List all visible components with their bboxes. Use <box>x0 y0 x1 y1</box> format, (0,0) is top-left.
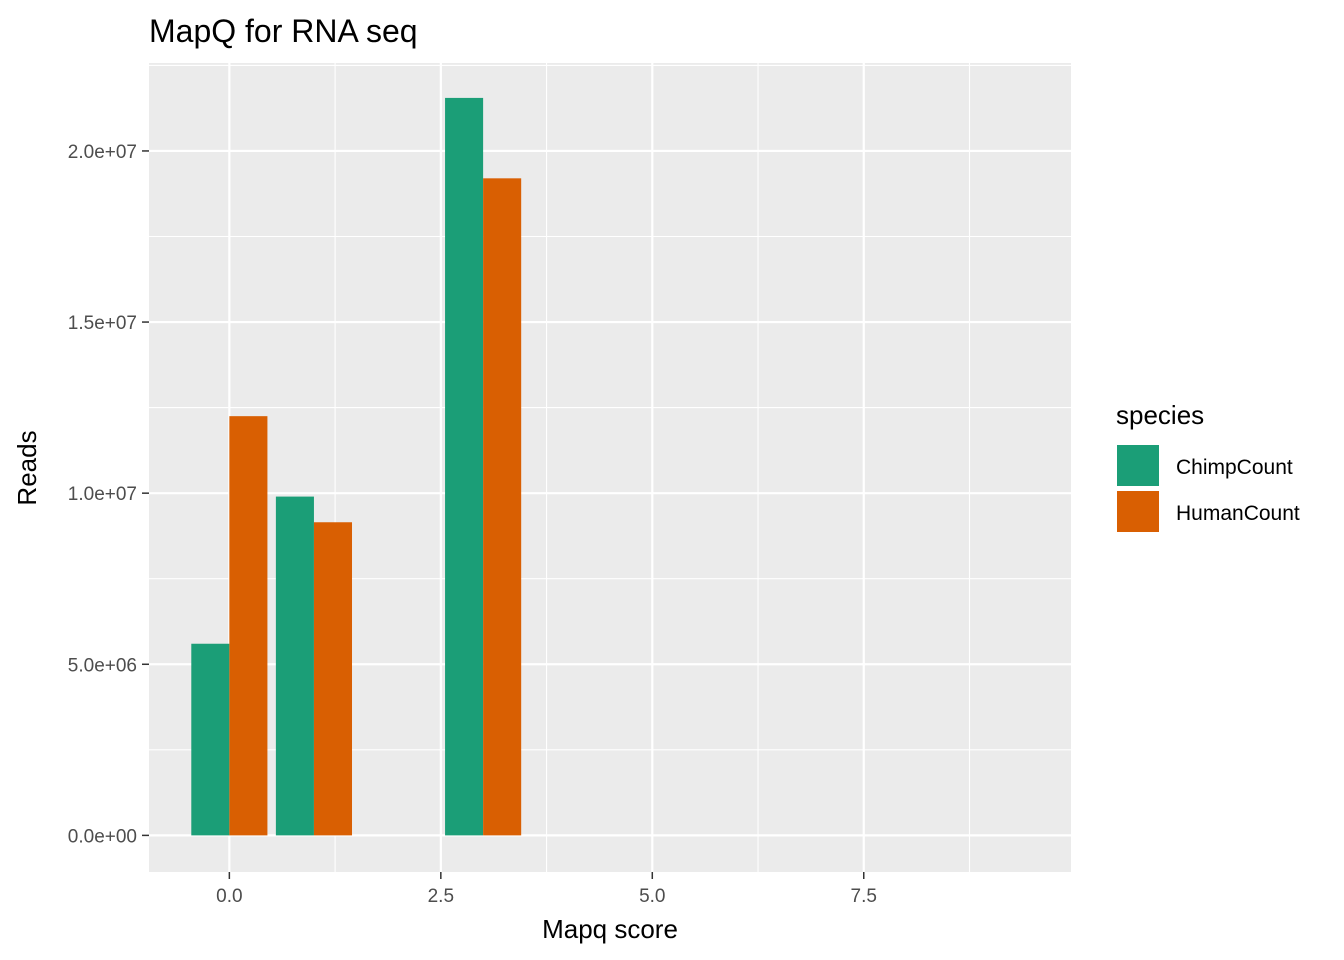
minor-gridlines <box>149 63 1071 872</box>
bar-humancount-3 <box>483 178 522 836</box>
chart-title: MapQ for RNA seq <box>149 13 418 49</box>
bar-chimpcount-3 <box>445 97 484 836</box>
x-tick-label: 0.0 <box>216 886 242 907</box>
x-axis: 0.0 2.5 5.0 7.5 <box>216 872 877 907</box>
y-tick-label: 1.0e+07 <box>68 484 137 505</box>
bar-humancount-0 <box>229 416 268 836</box>
y-tick-label: 1.5e+07 <box>68 313 137 334</box>
x-tick-label: 2.5 <box>428 886 454 907</box>
bar-chimpcount-1 <box>275 496 314 836</box>
legend-key-humancount <box>1117 491 1159 532</box>
y-tick-label: 5.0e+06 <box>68 655 137 676</box>
x-tick-label: 5.0 <box>639 886 665 907</box>
x-tick-label: 7.5 <box>851 886 877 907</box>
y-axis-title: Reads <box>12 430 42 505</box>
legend-label-chimpcount: ChimpCount <box>1176 456 1293 479</box>
legend: species ChimpCount HumanCount <box>1116 400 1300 532</box>
legend-title: species <box>1116 400 1204 430</box>
legend-key-chimpcount <box>1117 445 1159 486</box>
x-axis-title: Mapq score <box>542 914 678 944</box>
bars <box>191 97 522 836</box>
bar-humancount-1 <box>313 522 353 836</box>
y-axis: 0.0e+00 5.0e+06 1.0e+07 1.5e+07 2.0e+07 <box>68 142 149 847</box>
y-tick-label: 2.0e+07 <box>68 142 137 163</box>
bar-chimpcount-0 <box>191 643 230 836</box>
y-tick-label: 0.0e+00 <box>68 826 137 847</box>
legend-label-humancount: HumanCount <box>1176 502 1300 525</box>
